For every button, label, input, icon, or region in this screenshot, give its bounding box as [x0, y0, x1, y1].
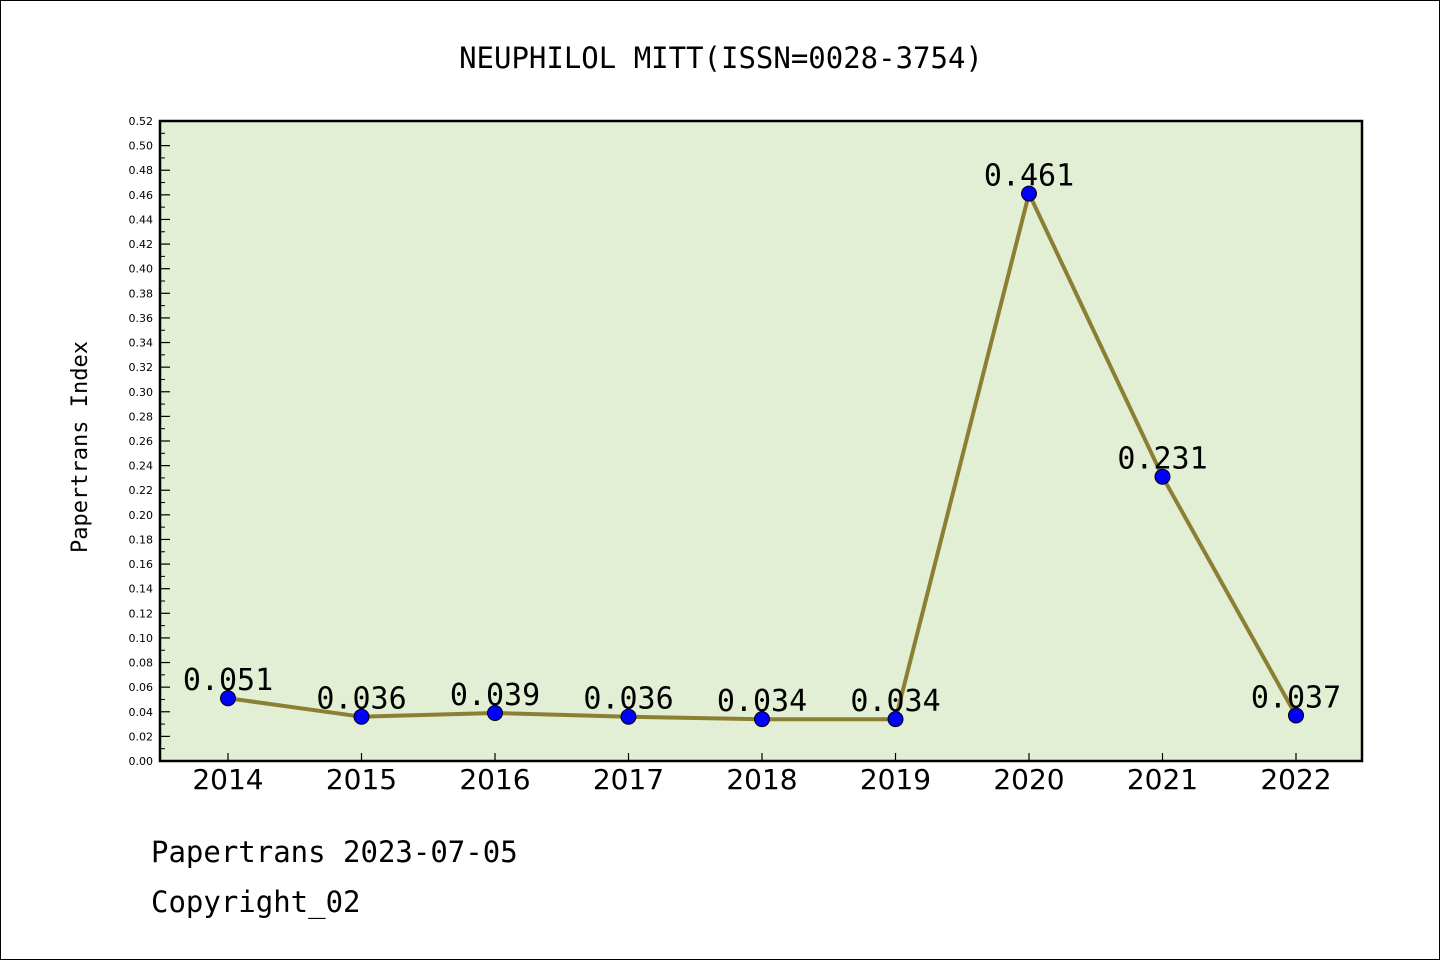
y-tick-label: 0.08: [129, 657, 154, 670]
data-label: 0.034: [717, 684, 807, 719]
footer-date-line: Papertrans 2023-07-05: [151, 835, 518, 869]
y-tick-label: 0.00: [129, 755, 154, 768]
x-tick-label: 2018: [726, 763, 797, 796]
y-tick-label: 0.16: [129, 558, 154, 571]
footer-copyright: Copyright_02: [151, 885, 361, 919]
y-tick-label: 0.50: [129, 140, 154, 153]
y-tick-label: 0.46: [129, 189, 154, 202]
data-point: [353, 708, 370, 725]
x-tick-label: 2017: [593, 763, 664, 796]
x-tick-label: 2015: [326, 763, 397, 796]
x-tick-label: 2019: [860, 763, 931, 796]
y-tick-label: 0.36: [129, 312, 154, 325]
x-tick-label: 2020: [993, 763, 1064, 796]
data-point: [1288, 707, 1304, 724]
data-label: 0.036: [316, 682, 406, 717]
data-point: [754, 711, 770, 728]
y-tick-label: 0.52: [129, 115, 154, 128]
y-tick-label: 0.32: [129, 361, 154, 374]
data-label: 0.231: [1117, 442, 1207, 477]
x-tick-label: 2016: [459, 763, 530, 796]
y-tick-label: 0.26: [129, 435, 154, 448]
y-tick-label: 0.20: [129, 509, 154, 522]
x-tick-label: 2014: [192, 763, 263, 796]
y-tick-label: 0.14: [129, 583, 154, 596]
data-label: 0.036: [583, 682, 673, 717]
y-axis-label: Papertrans Index: [68, 341, 93, 553]
data-point: [887, 711, 904, 728]
y-tick-label: 0.38: [129, 287, 154, 300]
data-label: 0.037: [1251, 680, 1341, 715]
data-label: 0.034: [850, 684, 940, 719]
y-tick-label: 0.10: [129, 632, 154, 645]
data-label: 0.039: [450, 678, 540, 713]
chart-title: NEUPHILOL MITT(ISSN=0028-3754): [459, 41, 983, 75]
y-tick-label: 0.12: [129, 607, 154, 620]
data-point: [1021, 185, 1037, 202]
y-tick-label: 0.30: [129, 386, 154, 399]
y-tick-label: 0.04: [129, 706, 154, 719]
data-point: [620, 708, 637, 725]
y-tick-label: 0.44: [129, 213, 154, 226]
data-point: [220, 690, 236, 707]
x-tick-label: 2022: [1260, 763, 1331, 796]
y-tick-label: 0.02: [129, 730, 154, 743]
y-tick-label: 0.28: [129, 410, 154, 423]
y-tick-label: 0.42: [129, 238, 154, 251]
y-tick-label: 0.48: [129, 164, 154, 177]
y-tick-label: 0.22: [129, 484, 154, 497]
data-label: 0.051: [183, 663, 273, 698]
data-point: [1154, 468, 1171, 485]
x-tick-label: 2021: [1127, 763, 1198, 796]
y-tick-label: 0.18: [129, 533, 154, 546]
y-tick-label: 0.40: [129, 263, 154, 276]
data-label: 0.461: [984, 159, 1074, 194]
plot-area: [158, 119, 1364, 763]
data-point: [487, 705, 503, 721]
y-tick-label: 0.06: [129, 681, 154, 694]
y-tick-label: 0.34: [129, 337, 154, 350]
y-tick-label: 0.24: [129, 460, 154, 473]
